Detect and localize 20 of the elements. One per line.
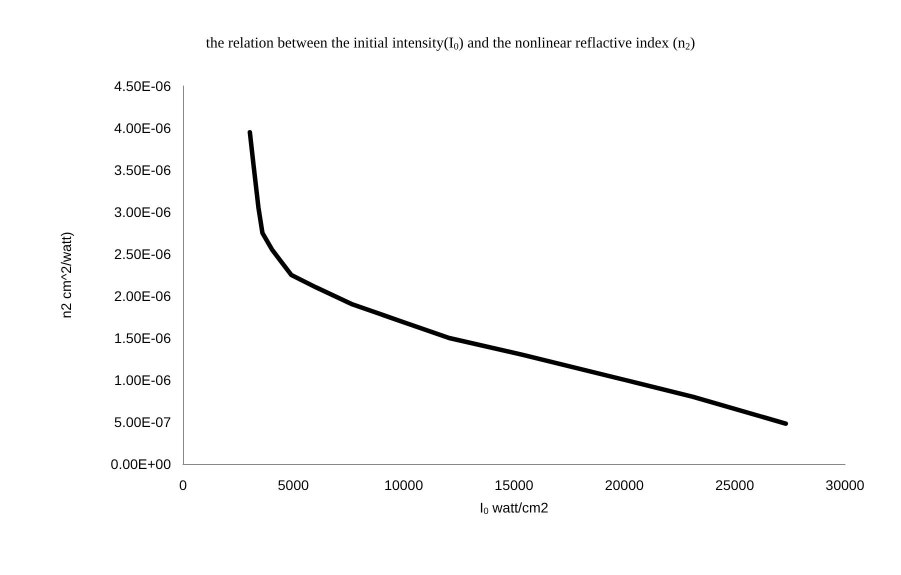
y-tick-label: 0.00E+00 [110, 456, 172, 472]
y-tick-label: 2.50E-06 [114, 246, 172, 262]
x-tick-label: 20000 [604, 477, 644, 493]
x-axis-title: I0 watt/cm2 [480, 500, 549, 516]
x-tick-label: 30000 [826, 477, 865, 493]
y-tick-label: 2.00E-06 [114, 288, 172, 304]
y-axis-title: n2 cm^2/watt) [58, 232, 74, 318]
x-tick-label: 5000 [278, 477, 310, 493]
y-tick-label: 4.50E-06 [114, 78, 172, 94]
line-series [248, 130, 788, 426]
x-tick-label: 15000 [494, 477, 534, 493]
x-tick-label: 0 [179, 477, 188, 493]
y-tick-label: 3.00E-06 [114, 204, 172, 220]
y-tick-label: 3.50E-06 [114, 162, 172, 178]
y-tick-label: 4.00E-06 [114, 120, 172, 136]
y-tick-label: 1.50E-06 [114, 330, 172, 346]
x-tick-label: 25000 [715, 477, 754, 493]
x-tick-label: 10000 [384, 477, 424, 493]
y-tick-label: 1.00E-06 [114, 372, 172, 388]
y-tick-label: 5.00E-07 [114, 414, 172, 430]
